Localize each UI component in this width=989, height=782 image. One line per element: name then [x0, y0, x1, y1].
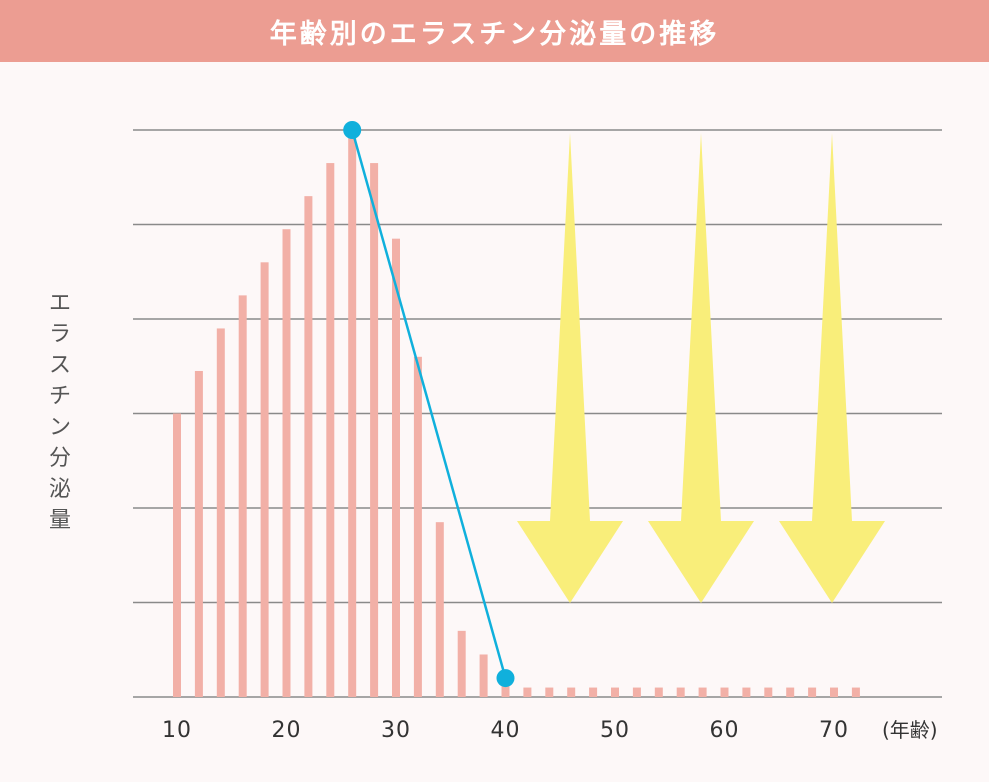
x-axis-unit-label: (年齢) [882, 718, 938, 742]
x-tick-labels: 10 20 30 40 50 60 70 [162, 718, 849, 743]
bar-age-22 [304, 196, 313, 697]
x-tick-70: 70 [819, 718, 849, 743]
x-tick-50: 50 [600, 718, 630, 743]
down-arrow-3 [779, 133, 885, 603]
bar-age-18 [260, 262, 269, 697]
bar-age-30 [392, 238, 400, 698]
bar-age-42 [523, 687, 532, 697]
down-arrows [517, 133, 885, 603]
bar-age-24 [326, 163, 335, 697]
bar-age-12 [194, 370, 203, 697]
bar-age-46 [567, 687, 576, 697]
bar-age-10 [173, 413, 181, 697]
bar-age-26 [348, 130, 357, 697]
trend-line [350, 129, 507, 679]
bar-age-54 [654, 687, 663, 697]
x-tick-30: 30 [381, 718, 411, 743]
bar-age-70 [830, 687, 838, 697]
bar-age-32 [413, 356, 422, 697]
bar-age-38 [479, 654, 488, 697]
bar-age-52 [632, 687, 641, 697]
trend-line-group [343, 121, 515, 688]
bar-age-62 [742, 687, 751, 697]
bar-age-56 [676, 687, 685, 697]
bar-age-20 [282, 229, 291, 697]
x-tick-60: 60 [710, 718, 740, 743]
down-arrow-1 [517, 133, 623, 603]
chart-header: 年齢別のエラスチン分泌量の推移 [0, 0, 989, 62]
down-arrow-2 [648, 133, 754, 603]
bar-age-14 [216, 328, 225, 697]
bar-age-68 [808, 687, 817, 697]
bar-age-58 [698, 687, 707, 697]
bar-age-50 [611, 687, 619, 697]
chart-title: 年齢別のエラスチン分泌量の推移 [269, 18, 720, 50]
bar-age-34 [435, 522, 444, 697]
x-tick-20: 20 [272, 718, 302, 743]
bar-age-44 [545, 687, 554, 697]
bar-age-40 [501, 682, 510, 697]
y-axis-label: エラスチン分泌量 [48, 291, 71, 533]
bar-age-64 [764, 687, 773, 697]
bar-age-16 [238, 295, 247, 697]
x-tick-10: 10 [162, 718, 192, 743]
trend-point-end [496, 669, 515, 688]
bar-age-60 [720, 687, 729, 697]
trend-point-peak [343, 121, 362, 139]
bar-age-28 [370, 163, 379, 697]
bar-age-48 [589, 687, 598, 697]
bar-age-36 [457, 630, 466, 697]
bar-age-72 [851, 687, 860, 697]
bars [173, 130, 860, 698]
x-tick-40: 40 [491, 718, 521, 743]
bar-age-66 [786, 687, 795, 697]
